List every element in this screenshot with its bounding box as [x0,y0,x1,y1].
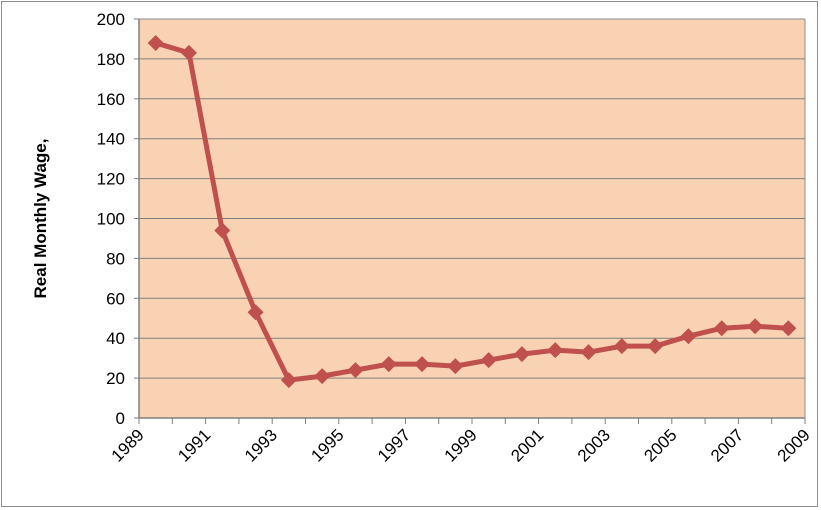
y-tick-label: 80 [106,249,125,268]
y-tick-label: 200 [97,10,125,29]
data-point-marker [380,356,397,373]
data-point-marker [447,358,464,375]
data-point-marker [680,328,697,345]
x-tick-label: 2001 [507,425,547,465]
data-point-marker [480,352,497,369]
x-tick-label: 2005 [640,425,680,465]
y-tick-label: 20 [106,369,125,388]
data-point-marker [547,342,564,359]
data-point-marker [513,346,530,363]
y-tick-label: 40 [106,329,125,348]
x-tick-label: 2007 [707,425,747,465]
y-tick-label: 0 [116,409,125,428]
y-axis-ticks: 0 20 40 60 80 100 120 140 160 180 200 [97,10,139,428]
data-point-marker [180,44,197,61]
x-tick-label: 1991 [174,425,214,465]
data-point-marker [613,338,630,355]
data-point-marker [580,344,597,361]
y-axis-title: Real Monthly Wage, [31,139,50,299]
data-point-marker [414,356,431,373]
x-tick-label: 1993 [241,425,281,465]
y-tick-label: 180 [97,50,125,69]
x-tick-label: 1995 [307,425,347,465]
x-tick-label: 2009 [774,425,814,465]
y-tick-label: 60 [106,289,125,308]
data-point-marker [647,338,664,355]
y-tick-label: 160 [97,90,125,109]
data-point-marker [780,320,797,337]
y-tick-label: 140 [97,130,125,149]
data-point-marker [214,222,231,239]
data-point-marker [347,362,364,379]
x-tick-label: 1999 [441,425,481,465]
y-tick-label: 120 [97,170,125,189]
data-point-marker [713,320,730,337]
x-axis-ticks: 1989 1991 1993 1995 1997 1999 2001 2003 2005 2007… [108,418,814,466]
data-point-marker [280,372,297,389]
x-tick-label: 1997 [374,425,414,465]
data-point-marker [247,304,264,321]
data-point-marker [747,318,764,335]
series-group [147,34,797,389]
x-tick-label: 2003 [574,425,614,465]
data-point-marker [147,34,164,51]
x-tick-label: 1989 [108,425,148,465]
y-tick-label: 100 [97,210,125,229]
data-point-marker [314,368,331,385]
